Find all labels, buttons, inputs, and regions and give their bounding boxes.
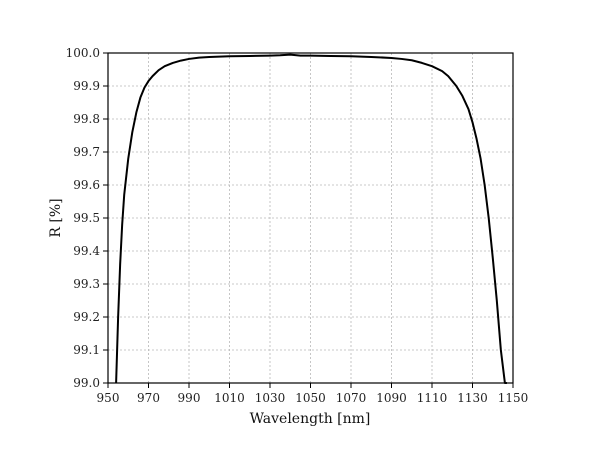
- y-tick-label: 99.7: [73, 145, 100, 159]
- x-tick-label: 1090: [376, 391, 407, 405]
- y-axis-title: R [%]: [48, 198, 64, 237]
- y-tick-label: 99.9: [73, 79, 100, 93]
- x-tick-label: 1110: [417, 391, 448, 405]
- x-axis-title: Wavelength [nm]: [250, 411, 371, 427]
- y-tick-label: 99.8: [73, 112, 100, 126]
- x-tick-label: 970: [137, 391, 160, 405]
- y-tick-label: 99.5: [73, 211, 100, 225]
- y-tick-label: 99.0: [73, 376, 100, 390]
- x-tick-label: 1010: [214, 391, 245, 405]
- y-tick-label: 100.0: [66, 46, 100, 60]
- y-tick-labels: 99.0 99.1 99.2 99.3 99.4 99.5 99.6 99.7 99.8 99.9…: [66, 46, 101, 390]
- x-tick-label: 1130: [457, 391, 488, 405]
- x-tick-label: 990: [178, 391, 201, 405]
- x-tick-labels: 950 970 990 1010 1030 1050 1070 1090 1110 1130 115…: [97, 391, 529, 405]
- y-tick-label: 99.6: [73, 178, 100, 192]
- y-tick-label: 99.1: [73, 343, 100, 357]
- grid-lines: [108, 53, 513, 383]
- series-line-reflectance: [115, 53, 507, 384]
- x-tick-label: 1050: [295, 391, 326, 405]
- x-tick-label: 1150: [498, 391, 529, 405]
- x-tick-label: 1070: [336, 391, 367, 405]
- y-tick-label: 99.2: [73, 310, 100, 324]
- axis-ticks: [103, 52, 514, 388]
- x-tick-label: 1030: [255, 391, 286, 405]
- y-tick-label: 99.3: [73, 277, 100, 291]
- x-tick-label: 950: [97, 391, 120, 405]
- y-tick-label: 99.4: [73, 244, 100, 258]
